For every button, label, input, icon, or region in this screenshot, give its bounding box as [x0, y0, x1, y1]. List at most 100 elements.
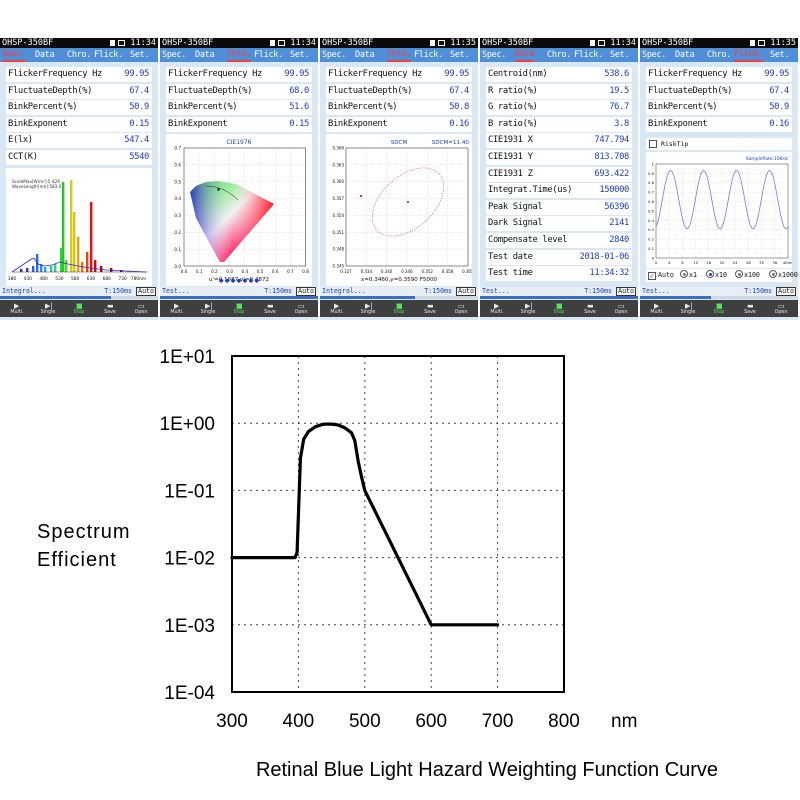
single-button[interactable]: ▶| Single: [673, 300, 703, 317]
readout-label: FlickerFrequency Hz: [168, 69, 262, 79]
save-button[interactable]: ▬ Save: [255, 300, 285, 317]
tab-data[interactable]: Data: [675, 50, 695, 60]
tab-chro[interactable]: Chro.: [707, 50, 732, 60]
save-button[interactable]: ▬ Save: [575, 300, 605, 317]
x-axis-unit: nm: [611, 711, 637, 732]
readout-label: BinkExponent: [8, 118, 68, 129]
tab-set[interactable]: Set.: [770, 50, 790, 60]
tab-flick[interactable]: Flick.: [574, 50, 603, 60]
scale-option-x1000[interactable]: x1000: [769, 269, 798, 282]
tab-flick[interactable]: Flick.: [414, 50, 443, 60]
tab-chro[interactable]: Chro.: [67, 50, 92, 60]
open-button[interactable]: ▭ Open: [126, 300, 156, 317]
y-tick-label: 0.5: [648, 208, 655, 213]
tab-flick[interactable]: Flick.: [734, 48, 763, 62]
tab-set[interactable]: Set.: [450, 50, 470, 60]
x-tick-label: 8: [681, 260, 684, 265]
open-button[interactable]: ▭ Open: [446, 300, 476, 317]
tab-data[interactable]: Data: [515, 48, 535, 62]
tab-chro[interactable]: Chro.: [547, 50, 572, 60]
scale-option-auto[interactable]: ✓ Auto: [648, 269, 674, 282]
x-tick-label: 24: [733, 260, 738, 265]
tab-set[interactable]: Set.: [290, 50, 310, 60]
tab-chro[interactable]: Chro.: [227, 48, 251, 62]
single-button[interactable]: ▶| Single: [33, 300, 63, 317]
open-button[interactable]: ▭ Open: [606, 300, 636, 317]
stop-button[interactable]: ■ Stop: [704, 300, 734, 317]
tab-chro[interactable]: Chro.: [387, 48, 411, 62]
multi-button[interactable]: ▶ Multi.: [2, 300, 32, 317]
multi-button[interactable]: ▶ Multi.: [322, 300, 352, 317]
auto-toggle[interactable]: Auto: [136, 287, 156, 296]
tab-spec[interactable]: Spec.: [162, 50, 187, 60]
clock: 11:34: [290, 38, 316, 48]
tab-spec[interactable]: Spec.: [2, 48, 26, 62]
stop-button[interactable]: ■ Stop: [64, 300, 94, 317]
readout-row: BinkPercent(%) 51.6: [166, 100, 312, 116]
single-button[interactable]: ▶| Single: [513, 300, 543, 317]
readout-value: 3.8: [614, 118, 629, 129]
tab-set[interactable]: Set.: [130, 50, 150, 60]
readout-row: FluctuateDepth(%) 67.4: [326, 83, 472, 99]
tab-data[interactable]: Data: [195, 50, 215, 60]
stop-button[interactable]: ■ Stop: [224, 300, 254, 317]
readout-label: BinkExponent: [328, 118, 388, 129]
scale-option-x100[interactable]: x100: [735, 269, 760, 282]
save-button[interactable]: ▬ Save: [415, 300, 445, 317]
planckian-locus: [205, 185, 239, 201]
step-icon: ▶|: [685, 302, 693, 310]
stop-icon: ■: [76, 302, 83, 310]
auto-toggle[interactable]: Auto: [296, 287, 316, 296]
auto-toggle[interactable]: Auto: [456, 287, 476, 296]
measure-status-bar: Test... T:150ms Auto: [640, 287, 798, 296]
single-button[interactable]: ▶| Single: [353, 300, 383, 317]
readout-label: E(lx): [8, 135, 33, 146]
scale-option-x10[interactable]: x10: [706, 269, 727, 282]
y-tick-label: 0.6: [648, 199, 655, 204]
scale-option-label: x100: [744, 271, 760, 279]
readout-value: 0.15: [129, 118, 149, 129]
x-tick-label: 4: [668, 260, 671, 265]
tab-spec[interactable]: Spec.: [482, 50, 507, 60]
multi-button[interactable]: ▶ Multi.: [482, 300, 512, 317]
sample-rate: SampleRate:10KHz: [746, 156, 789, 162]
auto-toggle[interactable]: Auto: [616, 287, 636, 296]
tab-flick[interactable]: Flick.: [94, 50, 123, 60]
save-button[interactable]: ▬ Save: [735, 300, 765, 317]
stop-button[interactable]: ■ Stop: [544, 300, 574, 317]
tab-flick[interactable]: Flick.: [254, 50, 283, 60]
open-button[interactable]: ▭ Open: [286, 300, 316, 317]
tab-data[interactable]: Data: [355, 50, 375, 60]
multi-button[interactable]: ▶ Multi.: [642, 300, 672, 317]
readout-row: CIE1931 X 747.794: [486, 133, 632, 149]
readout-label: FlickerFrequency Hz: [328, 69, 422, 79]
open-button[interactable]: ▭ Open: [766, 300, 796, 317]
auto-toggle[interactable]: Auto: [776, 287, 796, 296]
tab-bar: Spec. Data Chro. Flick. Set.: [160, 48, 318, 62]
tab-set[interactable]: Set.: [610, 50, 630, 60]
spectrum-band: [65, 260, 68, 272]
scale-option-label: Auto: [658, 271, 674, 279]
series-line: [230, 422, 500, 627]
tab-data[interactable]: Data: [35, 50, 55, 60]
single-button[interactable]: ▶| Single: [193, 300, 223, 317]
save-button[interactable]: ▬ Save: [95, 300, 125, 317]
y-tick-label: 0.348: [333, 247, 345, 252]
stop-button[interactable]: ■ Stop: [384, 300, 414, 317]
y-tick-label: 0.366: [333, 146, 345, 151]
scale-option-x1[interactable]: x1: [680, 269, 697, 282]
sdcm-title: SDCM: [391, 140, 408, 146]
toolbar-label: Open: [774, 310, 788, 315]
multi-button[interactable]: ▶ Multi.: [162, 300, 192, 317]
uv-readout: u'=0.1987 v'=0.4872: [209, 277, 269, 283]
chart-title: Retinal Blue Light Hazard Weighting Func…: [256, 759, 718, 781]
readout-label: BinkPercent(%): [8, 102, 78, 113]
tab-spec[interactable]: Spec.: [322, 50, 347, 60]
target-point: [407, 201, 409, 203]
step-icon: ▶|: [525, 302, 533, 310]
tab-spec[interactable]: Spec.: [642, 50, 667, 60]
y-tick-label: 0.0: [174, 264, 181, 269]
risktip-checkbox[interactable]: RiskTip: [646, 138, 792, 150]
x-tick-label: 40ms: [783, 260, 792, 265]
readout-value: 67.4: [129, 85, 149, 96]
